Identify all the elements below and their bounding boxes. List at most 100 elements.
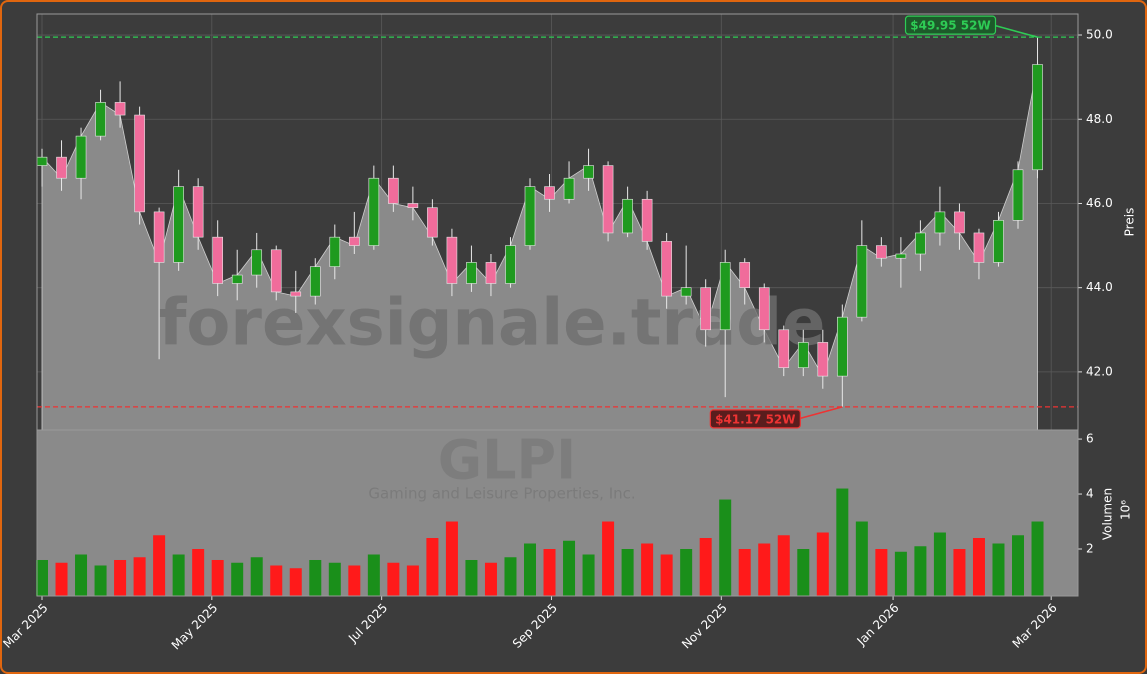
y-scale-label: 10⁶ (1119, 500, 1133, 520)
candle-body (973, 232, 985, 263)
candle-body (622, 198, 633, 234)
x-tick-label: Jul 2025 (345, 601, 390, 646)
volume-bar (406, 565, 419, 596)
candle-body (231, 274, 243, 284)
candle-body (544, 186, 555, 200)
annotation-label: $49.95 52W (910, 19, 990, 33)
candle-body (719, 262, 731, 331)
candle-body (309, 266, 321, 297)
volume-bar (153, 535, 166, 596)
volume-bar (719, 499, 732, 596)
volume-bar (504, 557, 517, 596)
candle-body (934, 211, 946, 234)
candle-body (388, 177, 399, 204)
candle-body (583, 165, 594, 179)
candle-body (856, 245, 868, 318)
chart-title: GLPI (438, 429, 576, 492)
y-axis-label: Volumen (1101, 488, 1115, 540)
chart-subtitle: Gaming and Leisure Properties, Inc. (368, 485, 635, 503)
volume-bar (328, 562, 341, 596)
volume-bar (758, 543, 771, 596)
candle-body (75, 135, 87, 179)
volume-bar (94, 565, 107, 596)
volume-bar (543, 549, 556, 596)
watermark: forexsignale.trade (159, 287, 826, 361)
volume-bar (114, 559, 127, 596)
y-tick-label: 46.0 (1086, 196, 1113, 210)
volume-bar (309, 559, 322, 596)
y-tick-label: 6 (1086, 432, 1094, 446)
candle-body (368, 177, 380, 246)
candle-body (797, 342, 809, 368)
candle-body (329, 236, 341, 267)
candle-body (290, 291, 302, 297)
candle-body (173, 186, 184, 263)
volume-bar (641, 543, 654, 596)
volume-bar (1012, 535, 1024, 596)
volume-bar (933, 532, 946, 596)
volume-bar (270, 565, 283, 596)
candle-body (251, 249, 263, 276)
annotation-box (904, 15, 997, 35)
candle-body (680, 287, 692, 297)
volume-bar (75, 554, 88, 596)
volume-bar (621, 549, 634, 596)
volume-bar (602, 521, 615, 596)
y-tick-label: 44.0 (1086, 280, 1113, 294)
volume-bar (894, 551, 907, 596)
volume-bar (738, 549, 751, 596)
candle-body (876, 245, 887, 259)
volume-bar (192, 549, 205, 596)
candle-body (485, 262, 497, 284)
y-tick-label: 48.0 (1086, 112, 1113, 126)
volume-frame (36, 429, 1079, 597)
candle-body (563, 177, 575, 200)
volume-bar (855, 521, 868, 596)
volume-bar (484, 562, 497, 596)
candle-body (739, 262, 751, 288)
candle-body (505, 245, 516, 284)
candle-body (837, 316, 848, 377)
y-tick-label: 42.0 (1086, 364, 1113, 378)
annotation-arrow (798, 406, 843, 420)
candle-body (602, 165, 614, 234)
candle-body (134, 114, 145, 213)
volume-bar (133, 557, 146, 596)
candle-body (270, 249, 282, 293)
volume-bar (797, 549, 810, 596)
candle-body (954, 211, 965, 234)
y-tick-label: 4 (1086, 487, 1094, 501)
x-tick-label: Jan 2026 (854, 601, 902, 649)
candle-body (192, 186, 204, 238)
annotation-arrow (993, 24, 1038, 38)
volume-bar (231, 562, 244, 596)
candle-body (427, 207, 438, 238)
candle-body (466, 262, 477, 284)
x-tick-label: May 2025 (169, 601, 221, 653)
volume-bar (875, 549, 888, 596)
volume-bar (953, 549, 966, 596)
volume-bar (563, 540, 576, 596)
volume-bar (816, 532, 829, 596)
candle-body (349, 236, 360, 246)
candle-body (1032, 64, 1043, 171)
y-tick-label: 2 (1086, 542, 1094, 556)
volume-bar (524, 543, 536, 596)
volume-bar (660, 554, 673, 596)
candle-body (915, 232, 926, 255)
candle-body (993, 220, 1004, 263)
y-axis-label: Preis (1123, 208, 1137, 237)
volume-bar (699, 538, 712, 596)
y-tick-label: 50.0 (1086, 28, 1113, 42)
volume-bar (972, 538, 985, 596)
candle-body (95, 102, 106, 137)
volume-bar (289, 568, 302, 596)
candle-body (661, 241, 672, 297)
volume-bar (445, 521, 458, 596)
volume-bar (348, 565, 361, 596)
annotation-label: $41.17 52W (715, 412, 795, 426)
volume-bar (211, 559, 224, 596)
candle-body (641, 198, 653, 242)
